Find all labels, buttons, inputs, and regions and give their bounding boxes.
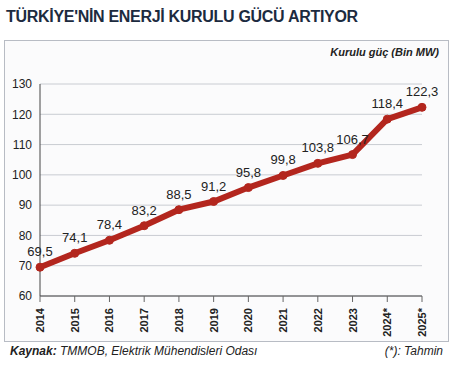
svg-text:2019: 2019 (208, 308, 220, 332)
svg-text:120: 120 (12, 108, 32, 122)
html-text:TÜRKİYE'NİN ENERJİ KURULU GÜCÜ: TÜRKİYE'NİN ENERJİ KURULU GÜCÜ ARTIYOR (6, 8, 358, 25)
svg-text:2016: 2016 (103, 308, 115, 332)
svg-text:118,4: 118,4 (371, 96, 403, 111)
svg-text:2017: 2017 (138, 308, 150, 332)
svg-text:69,5: 69,5 (27, 244, 52, 259)
svg-text:95,8: 95,8 (236, 165, 261, 180)
svg-text:80: 80 (19, 229, 33, 243)
svg-text:103,8: 103,8 (302, 140, 335, 155)
svg-text:91,2: 91,2 (201, 179, 226, 194)
svg-text:2021: 2021 (277, 308, 289, 332)
svg-text:2015: 2015 (69, 308, 81, 332)
svg-text:2018: 2018 (173, 308, 185, 332)
svg-text:2020: 2020 (242, 308, 254, 332)
html-text:Kaynak: TMMOB, Elektrik Mühend: Kaynak: TMMOB, Elektrik Mühendisleri Oda… (10, 344, 258, 358)
svg-text:74,1: 74,1 (62, 230, 87, 245)
svg-text:122,3: 122,3 (406, 84, 439, 99)
svg-text:2024*: 2024* (381, 307, 393, 336)
html-text:Kurulu güç (Bin MW): Kurulu güç (Bin MW) (330, 46, 439, 58)
svg-text:78,4: 78,4 (97, 217, 122, 232)
svg-text:99,8: 99,8 (270, 152, 295, 167)
svg-text:2022: 2022 (312, 308, 324, 332)
svg-text:2023: 2023 (347, 308, 359, 332)
svg-text:2025*: 2025* (416, 307, 428, 336)
svg-text:110: 110 (13, 138, 32, 152)
svg-text:2014: 2014 (34, 307, 46, 332)
svg-text:90: 90 (19, 198, 33, 212)
svg-text:70: 70 (19, 259, 33, 273)
svg-text:83,2: 83,2 (132, 203, 157, 218)
svg-text:100: 100 (12, 168, 32, 182)
svg-text:106,7: 106,7 (336, 132, 369, 147)
svg-text:60: 60 (19, 289, 33, 303)
html-text:(*): Tahmin: (*): Tahmin (384, 344, 443, 358)
svg-text:130: 130 (12, 77, 32, 91)
svg-text:88,5: 88,5 (166, 187, 191, 202)
